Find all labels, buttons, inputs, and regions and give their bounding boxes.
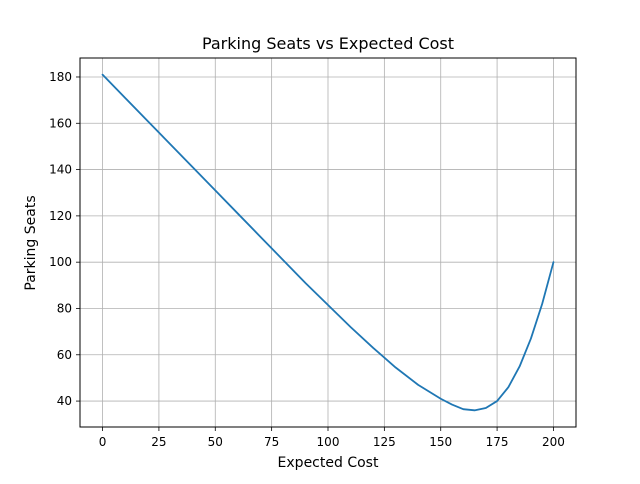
x-tick-label: 200 — [542, 435, 565, 449]
chart-title: Parking Seats vs Expected Cost — [202, 34, 454, 53]
y-tick-label: 120 — [49, 209, 72, 223]
x-axis-label: Expected Cost — [278, 455, 379, 471]
x-tick-label: 175 — [486, 435, 509, 449]
y-tick-label: 40 — [57, 394, 72, 408]
y-tick-label: 60 — [57, 348, 72, 362]
y-tick-label: 80 — [57, 301, 72, 315]
x-tick-label: 100 — [317, 435, 340, 449]
x-tick-label: 75 — [264, 435, 279, 449]
y-tick-label: 180 — [49, 70, 72, 84]
y-tick-label: 160 — [49, 116, 72, 130]
x-tick-label: 150 — [429, 435, 452, 449]
y-tick-label: 140 — [49, 163, 72, 177]
x-tick-label: 25 — [151, 435, 166, 449]
x-tick-label: 50 — [208, 435, 223, 449]
y-axis-label: Parking Seats — [23, 195, 39, 290]
y-tick-label: 100 — [49, 255, 72, 269]
x-tick-label: 125 — [373, 435, 396, 449]
x-tick-label: 0 — [99, 435, 107, 449]
